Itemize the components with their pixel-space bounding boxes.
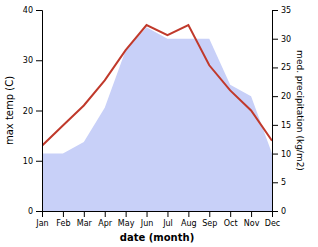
- tick-mark: [272, 67, 278, 68]
- tick-label: 30: [23, 56, 33, 65]
- tick-mark: [272, 182, 278, 183]
- tick-mark: [230, 211, 231, 217]
- tick-label: Oct: [224, 219, 238, 228]
- axis-line: [36, 11, 43, 212]
- tick-mark: [251, 211, 252, 217]
- tick-label: Jul: [162, 219, 173, 228]
- tick: Apr: [98, 211, 113, 228]
- y-axis-title: max temp (C): [4, 76, 15, 145]
- tick-mark: [36, 161, 42, 162]
- tick-label: Apr: [98, 219, 113, 228]
- line: [42, 25, 272, 146]
- tick-mark: [36, 60, 42, 61]
- tick: 20: [23, 107, 42, 116]
- tick-mark: [272, 125, 278, 126]
- tick-mark: [147, 211, 148, 217]
- y2-axis: 0 5 10 15 20 25 30 35: [272, 6, 291, 216]
- tick-label: Jun: [140, 219, 154, 228]
- tick: 35: [272, 6, 291, 15]
- tick-label: 40: [23, 6, 33, 15]
- tick: Oct: [224, 211, 238, 228]
- tick-label: Sep: [202, 219, 217, 228]
- tick-label: 0: [28, 207, 33, 216]
- tick: Feb: [56, 211, 70, 228]
- tick-label: Dec: [265, 219, 280, 228]
- tick-mark: [167, 211, 168, 217]
- tick-label: 25: [281, 63, 291, 72]
- tick: Sep: [202, 211, 217, 228]
- tick: Nov: [244, 211, 260, 228]
- tick-mark: [36, 211, 42, 212]
- tick: 10: [23, 157, 42, 166]
- tick: 10: [272, 150, 291, 159]
- tick: 5: [272, 178, 286, 187]
- tick-label: Mar: [77, 219, 93, 228]
- tick-mark: [105, 211, 106, 217]
- tick-label: 10: [281, 150, 291, 159]
- tick: Jan: [35, 211, 48, 228]
- tick-label: 30: [281, 35, 291, 44]
- tick-mark: [209, 211, 210, 217]
- tick: Aug: [181, 211, 197, 228]
- tick: Mar: [77, 211, 93, 228]
- marks: [42, 25, 272, 211]
- tick: Dec: [265, 211, 280, 228]
- tick-label: Aug: [181, 219, 197, 228]
- tick-mark: [272, 10, 278, 11]
- tick: 20: [272, 92, 291, 101]
- tick-mark: [126, 211, 127, 217]
- x-axis-title: date (month): [120, 232, 194, 243]
- chart: JanFebMarAprMayJunJulAugSepOctNovDec0102…: [0, 0, 318, 247]
- tick-label: 20: [281, 92, 291, 101]
- tick: 40: [23, 6, 42, 15]
- tick: 0: [272, 207, 286, 216]
- tick: 30: [23, 56, 42, 65]
- tick-label: 35: [281, 6, 291, 15]
- tick-mark: [84, 211, 85, 217]
- plot-area: JanFebMarAprMayJunJulAugSepOctNovDec0102…: [23, 6, 291, 228]
- tick-label: 20: [23, 107, 33, 116]
- tick: 25: [272, 63, 291, 72]
- tick-mark: [36, 111, 42, 112]
- tick-label: 10: [23, 157, 33, 166]
- tick-label: Jan: [35, 219, 48, 228]
- area: [42, 27, 272, 211]
- tick-mark: [272, 154, 278, 155]
- tick: Jul: [162, 211, 173, 228]
- tick-label: May: [118, 219, 135, 228]
- tick-mark: [272, 96, 278, 97]
- x-axis: Jan Feb Mar Apr May Jun Jul Aug Sep Oct Nov Dec: [35, 211, 280, 228]
- tick: Jun: [140, 211, 154, 228]
- tick-mark: [188, 211, 189, 217]
- tick: May: [118, 211, 135, 228]
- tick-label: Feb: [56, 219, 70, 228]
- tick-label: 5: [281, 178, 286, 187]
- tick-label: 0: [281, 207, 286, 216]
- tick-label: 15: [281, 121, 291, 130]
- tick: 30: [272, 35, 291, 44]
- y2-axis-title: med. precipitation (kg/m2): [295, 50, 305, 171]
- y-axis: 0 10 20 30 40: [23, 6, 43, 216]
- tick-mark: [272, 39, 278, 40]
- axis-line: [43, 212, 273, 218]
- tick-mark: [36, 10, 42, 11]
- axis-line: [273, 11, 279, 212]
- tick-label: Nov: [244, 219, 260, 228]
- tick: 0: [28, 207, 42, 216]
- tick-mark: [272, 211, 278, 212]
- tick-mark: [63, 211, 64, 217]
- tick: 15: [272, 121, 291, 130]
